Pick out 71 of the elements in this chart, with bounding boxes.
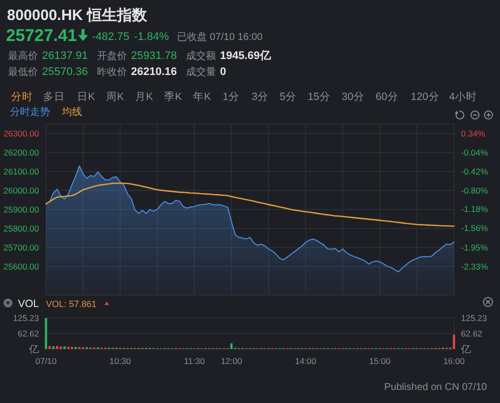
y2-tick-label: 亿 [460,344,471,356]
text: 分时走势 [10,106,50,118]
text: 25570.36 [42,66,88,78]
text: 分时 [11,90,33,103]
text: 5分 [280,91,296,103]
bar [44,318,48,349]
y-tick-label: 25700.00 [4,242,40,252]
line-series [45,182,455,227]
text: 0 [220,66,226,78]
y-tick-label: 25600.00 [4,261,40,272]
text: -1.84% [134,31,170,43]
y2-tick-label: 125.23 [461,312,488,323]
chart-title: VOL [18,298,40,310]
text: 年K [192,91,212,103]
text: 月K [134,91,154,103]
text: 25931.78 [131,50,177,62]
y-tick-label: 25800.00 [4,223,40,234]
y2-tick-label: 62.62 [461,328,483,338]
y2-tick-label: 0.34% [461,128,486,138]
y2-tick-label: -1.18% [461,204,488,214]
text: -482.75 [92,31,130,43]
y2-tick-label: -1.56% [461,223,488,234]
y-tick-label: 亿 [28,344,39,356]
x-tick-label: 14:00 [294,356,317,366]
y-tick-label: 26300.00 [4,128,40,138]
text: 25727.41 [6,26,77,45]
y-tick-label: 125.23 [13,312,40,323]
text: 15分 [308,91,330,103]
x-tick-label: 07/10 [35,356,57,366]
text: VOL: 57.861 [46,299,97,309]
x-tick-label: 10:30 [110,356,132,366]
text: 开盘价 [97,50,127,62]
y-tick-label: 25900.00 [4,204,40,214]
text: 昨收价 [97,66,127,78]
y-tick-label: 26200.00 [4,147,40,158]
text: 3分 [252,91,268,103]
y-tick-label: 26000.00 [4,185,40,196]
text: 成交量 [186,66,216,78]
y2-tick-label: -1.95% [461,242,488,253]
text: 30分 [342,91,364,103]
text: 26137.91 [42,50,88,62]
text: 1分 [222,91,240,103]
y2-tick-label: -0.04% [461,147,488,158]
text: 最低价 [8,66,38,78]
x-tick-label: 16:00 [443,356,465,366]
text: 1945.69亿 [220,50,272,62]
text: 周K [106,91,124,103]
y2-tick-label: -2.33% [461,262,488,272]
text: 最高价 [8,50,38,62]
text: 均线 [61,106,82,118]
text: 季K [164,90,182,103]
y-tick-label: 62.62 [18,328,40,338]
bar [56,346,58,349]
bar [452,334,456,349]
text: Published on CN 07/10 [384,382,488,393]
text: 多日 [43,91,65,103]
text: 已收盘 07/10 16:00 [177,31,264,43]
text: 120分 [410,91,440,103]
text: 4小时 [449,90,477,103]
x-tick-label: 15:00 [369,356,391,366]
bar [48,346,51,349]
x-tick-label: 12:00 [220,356,242,366]
y2-tick-label: -0.80% [461,185,488,196]
text: 800000.HK 恒生指数 [7,7,148,24]
text: 60分 [376,91,398,103]
text: 成交额 [186,50,216,62]
y2-tick-label: -0.42% [461,166,488,176]
y-tick-label: 26100.00 [4,166,40,176]
x-tick-label: 11:30 [184,356,205,366]
text: 日K [76,91,96,103]
text: 26210.16 [131,66,177,78]
